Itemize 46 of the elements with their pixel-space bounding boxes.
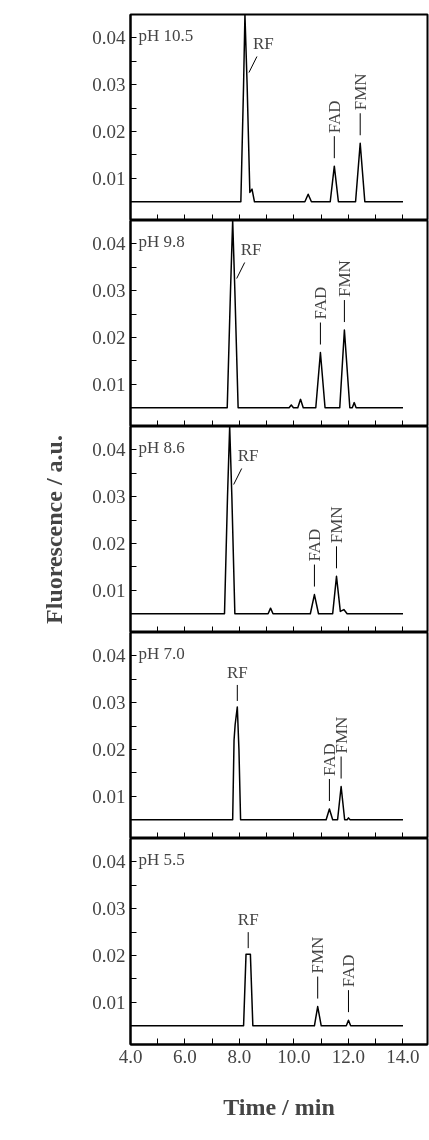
annotation: FMN	[326, 506, 346, 544]
y-tick-label: 0.03	[92, 898, 126, 920]
annotation: FMN	[350, 73, 370, 111]
annotation: FAD	[310, 286, 330, 320]
y-tick-label: 0.01	[92, 167, 126, 189]
y-tick-label: 0.02	[92, 533, 126, 555]
annotation: pH 10.5	[138, 25, 194, 45]
x-tick-label: 8.0	[227, 1045, 252, 1067]
annotation: FAD	[324, 100, 344, 134]
y-tick-label: 0.01	[92, 579, 126, 601]
y-tick-label: 0.03	[92, 692, 126, 714]
x-tick-label: 4.0	[118, 1045, 143, 1067]
y-tick-label: 0.02	[92, 327, 126, 349]
annotation: FAD	[338, 954, 358, 988]
y-tick-label: 0.03	[92, 74, 126, 96]
annotation: pH 9.8	[138, 231, 185, 251]
y-tick-label: 0.04	[92, 851, 126, 873]
x-axis-title: Time / min	[223, 1093, 335, 1120]
annotation: FMN	[308, 936, 328, 974]
y-tick-label: 0.01	[92, 785, 126, 807]
y-tick-label: 0.04	[92, 27, 126, 49]
x-tick-label: 12.0	[331, 1045, 366, 1067]
annotation: RF	[240, 239, 262, 259]
y-tick-label: 0.02	[92, 945, 126, 967]
y-tick-label: 0.03	[92, 486, 126, 508]
annotation: FAD	[304, 528, 324, 562]
annotation: pH 5.5	[138, 849, 185, 869]
annotation: pH 8.6	[138, 437, 185, 457]
y-tick-label: 0.01	[92, 991, 126, 1013]
annotation: pH 7.0	[138, 643, 185, 663]
annotation: FMN	[334, 260, 354, 298]
y-tick-label: 0.04	[92, 645, 126, 667]
y-tick-label: 0.04	[92, 233, 126, 255]
x-tick-label: 14.0	[386, 1045, 420, 1067]
x-tick-label: 6.0	[173, 1045, 197, 1067]
annotation: RF	[252, 33, 274, 53]
annotation: RF	[237, 445, 259, 465]
y-axis-title: Fluorescence / a.u.	[41, 435, 68, 624]
annotation: RF	[226, 662, 248, 682]
y-tick-label: 0.03	[92, 280, 126, 302]
x-tick-label: 10.0	[277, 1045, 311, 1067]
y-tick-label: 0.01	[92, 373, 126, 395]
annotation: RF	[237, 910, 259, 930]
y-tick-label: 0.04	[92, 439, 126, 461]
y-tick-label: 0.02	[92, 121, 126, 143]
y-tick-label: 0.02	[92, 739, 126, 761]
